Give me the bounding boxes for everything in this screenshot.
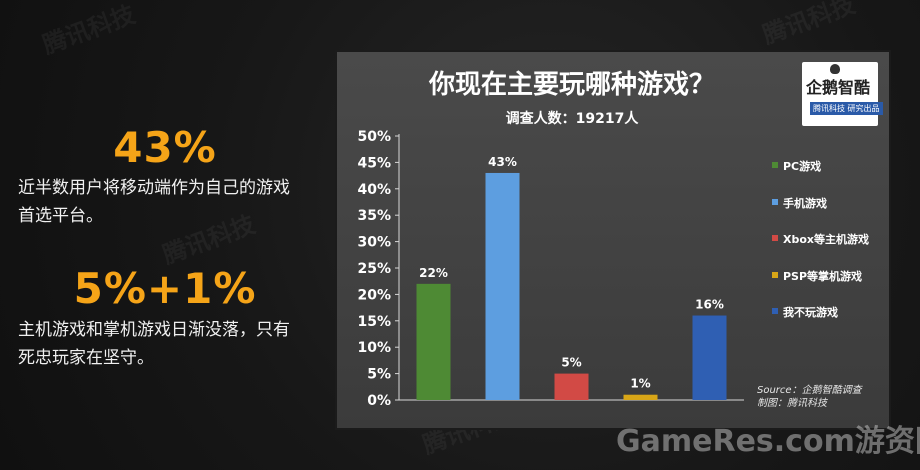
stat-console-value: 5%+1% [73, 264, 257, 313]
legend-label: PSP等掌机游戏 [783, 269, 863, 283]
bar [485, 172, 520, 400]
background-watermark-4: 腾讯科技 [758, 0, 859, 50]
bar [692, 315, 727, 400]
y-tick-label: 40% [357, 182, 391, 198]
logo-subtitle: 腾讯科技 研究出品 [810, 102, 883, 115]
stat-mobile-description: 近半数用户将移动端作为自己的游戏 首选平台。 [18, 174, 318, 230]
y-tick-label: 30% [357, 235, 391, 251]
legend-label: 手机游戏 [783, 196, 827, 210]
bar [623, 394, 658, 400]
stat-console-text-line1: 主机游戏和掌机游戏日渐没落，只有 [18, 320, 290, 340]
y-tick-label: 5% [367, 367, 391, 383]
legend-swatch [772, 271, 778, 278]
source-line1: Source：企鹅智酷调查 [757, 385, 862, 396]
bar-data-label: 1% [630, 377, 650, 391]
y-tick-label: 0% [367, 393, 391, 409]
y-tick-label: 25% [357, 261, 391, 277]
y-tick-label: 50% [357, 129, 391, 145]
legend-label: PC游戏 [783, 160, 822, 173]
bar-data-label: 43% [488, 155, 517, 169]
bar-data-label: 5% [561, 356, 581, 370]
y-tick-label: 20% [357, 287, 391, 303]
chart-subtitle: 调查人数：19217人 [505, 111, 639, 127]
stat-console-description: 主机游戏和掌机游戏日渐没落，只有 死忠玩家在坚守。 [18, 316, 318, 372]
background-watermark-1: 腾讯科技 [38, 0, 139, 60]
bar [554, 373, 589, 400]
legend-swatch [772, 235, 778, 241]
legend-swatch [772, 162, 778, 168]
bar-data-label: 16% [695, 298, 724, 312]
bar-data-label: 22% [419, 266, 448, 280]
source-note: Source：企鹅智酷调查 制图：腾讯科技 [757, 384, 862, 410]
y-tick-label: 35% [357, 208, 391, 224]
bar-chart: 0% 5% 10% 15% 20% 25% 30% 35% 40% 45% 50% 22% 43% 5% 1… [357, 129, 744, 409]
gameres-watermark: GameRes.com游资网 [616, 424, 920, 459]
stat-mobile-text-line1: 近半数用户将移动端作为自己的游戏 [18, 178, 290, 198]
penguin-icon [830, 64, 840, 74]
legend-label: 我不玩游戏 [783, 306, 838, 319]
bar [416, 283, 451, 400]
legend-label: Xbox等主机游戏 [783, 233, 870, 246]
stat-console-text-line2: 死忠玩家在坚守。 [18, 348, 154, 368]
source-line2: 制图：腾讯科技 [757, 398, 827, 409]
y-tick-label: 45% [357, 155, 391, 171]
chart-title: 你现在主要玩哪种游戏？ [428, 70, 715, 100]
y-tick-label: 10% [357, 340, 391, 356]
y-tick-label: 15% [357, 314, 391, 330]
qie-zhiku-logo: 企鹅智酷 腾讯科技 研究出品 [802, 62, 883, 126]
chart-panel: 你现在主要玩哪种游戏？ 调查人数：19217人 企鹅智酷 腾讯科技 研究出品 0… [335, 50, 891, 430]
logo-name: 企鹅智酷 [806, 78, 871, 97]
legend-swatch [772, 198, 778, 205]
stat-mobile-text-line2: 首选平台。 [18, 206, 103, 226]
stat-mobile-value: 43% [113, 123, 217, 172]
legend-swatch [772, 308, 778, 314]
